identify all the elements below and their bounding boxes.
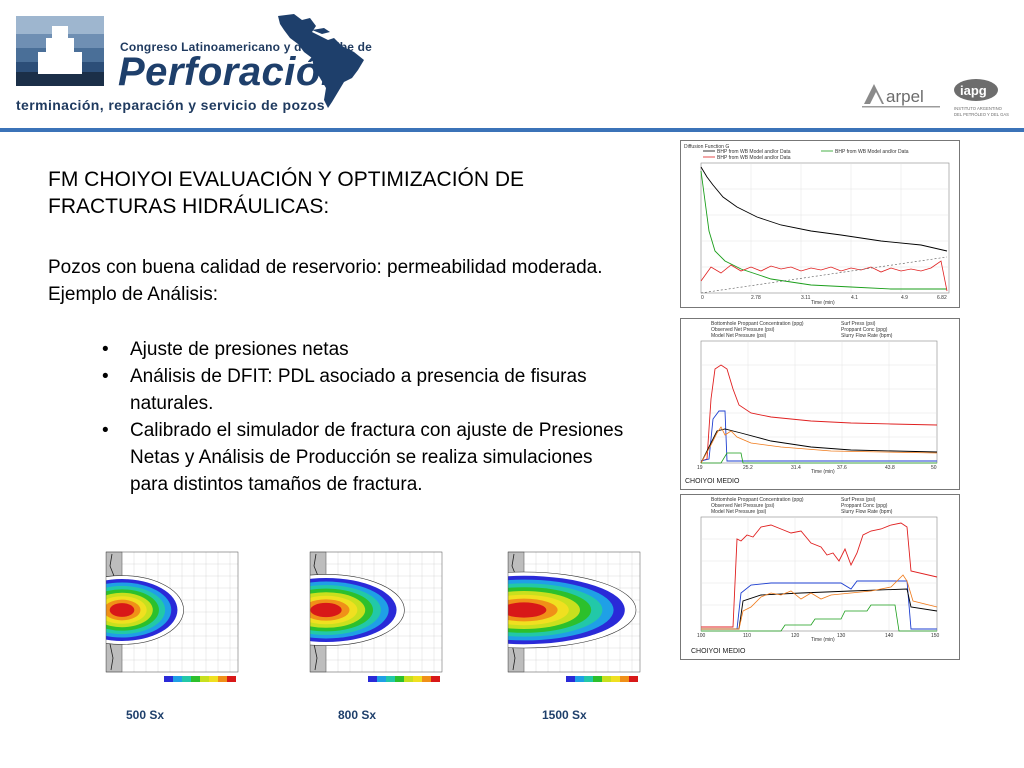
svg-text:DEL PETRÓLEO Y DEL GAS: DEL PETRÓLEO Y DEL GAS [954,112,1009,117]
dfit-legend-1: BHP from WB Model and/or Data [717,149,791,155]
congress-subtitle: terminación, reparación y servicio de po… [16,97,325,113]
header-divider [0,128,1024,132]
np1-legend-5: Proppant Conc (ppg) [841,327,888,333]
svg-text:INSTITUTO ARGENTINO: INSTITUTO ARGENTINO [954,106,1003,111]
np2-xtick: 120 [791,633,800,639]
np1-legend-2: Observed Net Pressure (psi) [711,327,775,333]
fracture-contour-plot [411,546,644,692]
np1-xtick: 43.8 [885,465,895,471]
np1-legend-1: Bottomhole Proppant Concentration (ppg) [711,321,804,327]
np2-legend-4: Surf Press (psi) [841,497,876,503]
bullet-item: • Calibrado el simulador de fractura con … [102,420,624,495]
dfit-xtick: 4.9 [901,295,908,301]
np2-xtick: 130 [837,633,846,639]
dfit-xtick: 4.1 [851,295,858,301]
dfit-title: Diffusion Function G [684,144,729,150]
fracture-model-1500sx [411,546,644,692]
np2-xtick: 110 [743,633,751,639]
np1-xtick: 25.2 [743,465,753,471]
np1-xtick: 50 [931,465,937,471]
arpel-logo: arpel [862,78,942,117]
dfit-xlabel: Time (min) [811,300,835,306]
fracture-label-800: 800 Sx [338,708,377,722]
np2-xlabel: Time (min) [811,637,835,643]
np2-legend-1: Bottomhole Proppant Concentration (ppg) [711,497,804,503]
fracture-model-800sx [247,546,446,692]
np2-xtick: 150 [931,633,940,639]
bullet-list: • Ajuste de presiones netas • Análisis de … [48,336,628,498]
fracture-label-500: 500 Sx [126,708,165,722]
iapg-wordmark: iapg [960,83,987,98]
np1-xlabel: Time (min) [811,469,835,475]
np2-legend-5: Proppant Conc (ppg) [841,503,888,509]
dfit-xtick: 3.11 [801,295,811,301]
np2-legend-6: Slurry Flow Rate (bpm) [841,509,893,515]
dfit-legend-3: BHP from WB Model and/or Data [835,149,909,155]
np1-caption: CHOIYOI MEDIO [685,478,740,485]
np2-legend-2: Observed Net Pressure (psi) [711,503,775,509]
dfit-chart: Diffusion Function G BHP from WB Model a… [680,140,960,308]
bullet-text: Ajuste de presiones netas [130,339,349,360]
arpel-wordmark: arpel [886,87,924,106]
dfit-xtick: 2.78 [751,295,761,301]
np2-xtick: 100 [697,633,706,639]
dfit-legend-2: BHP from WB Model and/or Data [717,155,791,161]
dfit-xtick: 0 [701,295,704,301]
latin-america-map-icon [272,12,368,110]
np2-xtick: 140 [885,633,894,639]
fracture-contour-plot [247,546,446,692]
fracture-label-1500: 1500 Sx [542,708,587,722]
net-pressure-chart-1: Bottomhole Proppant Concentration (ppg) … [680,318,960,490]
np1-xtick: 37.6 [837,465,847,471]
np1-legend-6: Slurry Flow Rate (bpm) [841,333,893,339]
congress-logo [16,16,104,86]
bullet-item: • Análisis de DFIT: PDL asociado a presen… [102,366,587,414]
np1-xtick: 31.4 [791,465,801,471]
np2-legend-3: Model Net Pressure (psi) [711,509,767,515]
np1-legend-4: Surf Press (psi) [841,321,876,327]
fracture-model-500sx [60,546,242,692]
np1-xtick: 19 [697,465,703,471]
slide-intro: Pozos con buena calidad de reservorio: p… [48,257,603,305]
np2-caption: CHOIYOI MEDIO [691,648,746,655]
dfit-xtick: 6.82 [937,295,947,301]
iapg-logo: iapg INSTITUTO ARGENTINO DEL PETRÓLEO Y … [952,78,1014,125]
brand-title: Perforación [118,50,346,94]
slide-title: FM CHOIYOI EVALUACIÓN Y OPTIMIZACIÓN DE … [48,168,525,218]
net-pressure-chart-2: Bottomhole Proppant Concentration (ppg) … [680,494,960,660]
bullet-text: Calibrado el simulador de fractura con a… [130,420,624,495]
np1-legend-3: Model Net Pressure (psi) [711,333,767,339]
bullet-text: Análisis de DFIT: PDL asociado a presenc… [130,366,587,414]
fracture-contour-plot [60,546,242,692]
bullet-item: • Ajuste de presiones netas [102,339,349,360]
